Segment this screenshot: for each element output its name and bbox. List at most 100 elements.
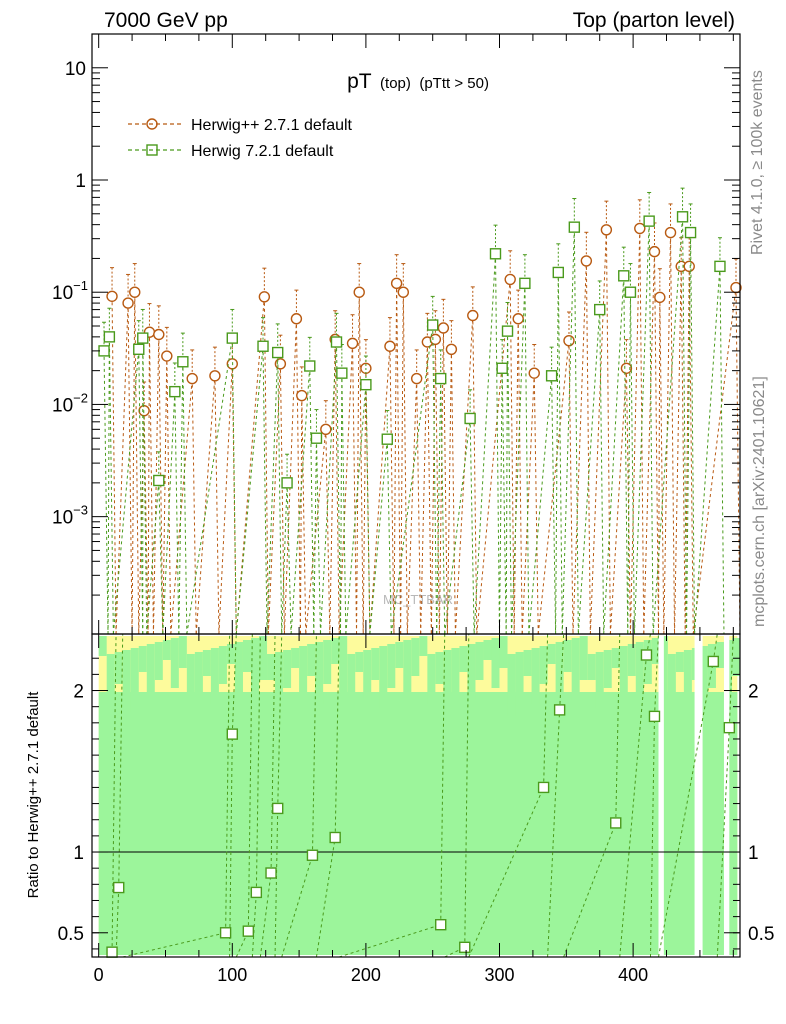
ratio-band-column bbox=[218, 646, 227, 684]
ratio-drop bbox=[543, 633, 549, 788]
y-tick-label: 10−1 bbox=[52, 278, 88, 304]
series-1-spike bbox=[281, 482, 288, 635]
ratio-band-column bbox=[315, 642, 324, 704]
series-0-spike bbox=[170, 378, 193, 635]
series-1-spike bbox=[498, 368, 503, 635]
ratio-band-column bbox=[178, 636, 187, 668]
ratio-band-column bbox=[499, 636, 508, 668]
ratio-band-column bbox=[547, 644, 556, 664]
ratio-tick-label-left: 2 bbox=[73, 682, 84, 703]
ratio-band-column bbox=[130, 648, 139, 692]
ratio-drop bbox=[728, 633, 734, 728]
ratio-band-column bbox=[523, 650, 532, 676]
ratio-band-column bbox=[339, 636, 348, 692]
y-tick-label: 10−2 bbox=[52, 390, 88, 416]
series-0-point bbox=[320, 423, 332, 436]
series-0-point bbox=[620, 362, 633, 374]
series-1-spike bbox=[528, 375, 553, 635]
ratio-spike bbox=[468, 787, 545, 958]
series-0-drop bbox=[472, 315, 478, 635]
ratio-band-column bbox=[275, 652, 284, 708]
series-1-drop bbox=[719, 266, 725, 635]
series-1-drop bbox=[365, 384, 371, 635]
series-1-spike bbox=[694, 266, 721, 635]
series-0-drop bbox=[166, 356, 172, 635]
series-1-point bbox=[427, 319, 439, 331]
series-0-point bbox=[290, 313, 303, 325]
ratio-band-column bbox=[138, 646, 147, 672]
series-0-spike bbox=[609, 368, 627, 635]
series-1-point bbox=[310, 432, 323, 444]
series-1-point bbox=[133, 343, 145, 355]
legend: Herwig++ 2.7.1 default Herwig 7.2.1 defa… bbox=[128, 117, 353, 160]
ratio-spike bbox=[716, 727, 730, 958]
series-1-point bbox=[381, 433, 393, 445]
ratio-band-column bbox=[403, 640, 412, 696]
ratio-point bbox=[723, 721, 736, 734]
legend-marker-herwigpp bbox=[146, 118, 158, 130]
chart-title-main: pT bbox=[347, 70, 372, 93]
series-0-spike bbox=[513, 318, 519, 635]
series-0-drop bbox=[352, 343, 358, 635]
ratio-band-column bbox=[451, 648, 460, 692]
ratio-band-column bbox=[427, 654, 436, 704]
ratio-frame bbox=[91, 633, 741, 958]
series-0-spike bbox=[283, 318, 297, 635]
series-1-drop bbox=[557, 272, 563, 635]
ratio-band-column bbox=[379, 646, 388, 708]
ratio-band-gap bbox=[694, 636, 703, 955]
series-0-spike bbox=[299, 395, 303, 635]
series-0-spike bbox=[657, 297, 661, 635]
series-1-point bbox=[552, 266, 564, 279]
series-0-point bbox=[258, 291, 271, 303]
legend-entry-herwig7: Herwig 7.2.1 default bbox=[128, 143, 334, 160]
ratio-band-column bbox=[515, 652, 524, 696]
ratio-band-column bbox=[186, 654, 195, 716]
series-0-drop bbox=[533, 373, 539, 635]
ratio-spike bbox=[274, 808, 279, 958]
series-1-drop bbox=[551, 375, 557, 635]
ratio-band-column bbox=[242, 640, 251, 672]
series-0-spike bbox=[267, 363, 281, 635]
series-0-drop bbox=[585, 260, 591, 635]
ratio-point bbox=[435, 919, 447, 931]
series-0-drop bbox=[680, 266, 686, 635]
series-0-point bbox=[512, 313, 524, 325]
series-1-spike bbox=[186, 338, 233, 635]
series-0-drop bbox=[653, 251, 659, 635]
watermark: MC_TTBAR bbox=[383, 592, 453, 607]
series-0-drop bbox=[143, 410, 149, 635]
series-1-spike bbox=[319, 341, 338, 635]
series-1-drop bbox=[524, 283, 530, 635]
ratio-band-column bbox=[162, 640, 171, 660]
series-0-spike bbox=[152, 334, 160, 635]
series-0-point bbox=[648, 245, 661, 258]
ratio-band-column bbox=[371, 648, 380, 680]
ratio-band-column bbox=[146, 644, 155, 700]
series-1-drop bbox=[315, 438, 321, 635]
ratio-band-column bbox=[539, 646, 548, 684]
series-0-spike bbox=[430, 339, 436, 635]
series-1-spike bbox=[390, 324, 434, 635]
ratio-point bbox=[226, 728, 238, 740]
series-0-drop bbox=[158, 334, 164, 635]
ratio-band-column bbox=[603, 650, 612, 688]
series-1-spike bbox=[603, 275, 625, 635]
series-1-spike bbox=[511, 283, 526, 635]
series-0-drop bbox=[191, 378, 197, 635]
ratio-drop bbox=[247, 633, 253, 932]
series-1-point bbox=[257, 340, 269, 352]
ratio-band-column bbox=[122, 650, 131, 712]
series-1-point bbox=[624, 286, 637, 298]
series-0-spike bbox=[406, 378, 418, 635]
ratio-band-column bbox=[114, 652, 123, 684]
series-0-spike bbox=[329, 339, 336, 635]
series-1-point bbox=[464, 412, 476, 425]
series-1-point bbox=[568, 221, 581, 233]
series-1-drop bbox=[103, 350, 109, 635]
ratio-band-column bbox=[675, 652, 684, 672]
series-0-drop bbox=[605, 229, 611, 635]
series-1-spike bbox=[436, 378, 442, 635]
ratio-band-column bbox=[507, 654, 516, 716]
ratio-band-column bbox=[299, 646, 308, 696]
